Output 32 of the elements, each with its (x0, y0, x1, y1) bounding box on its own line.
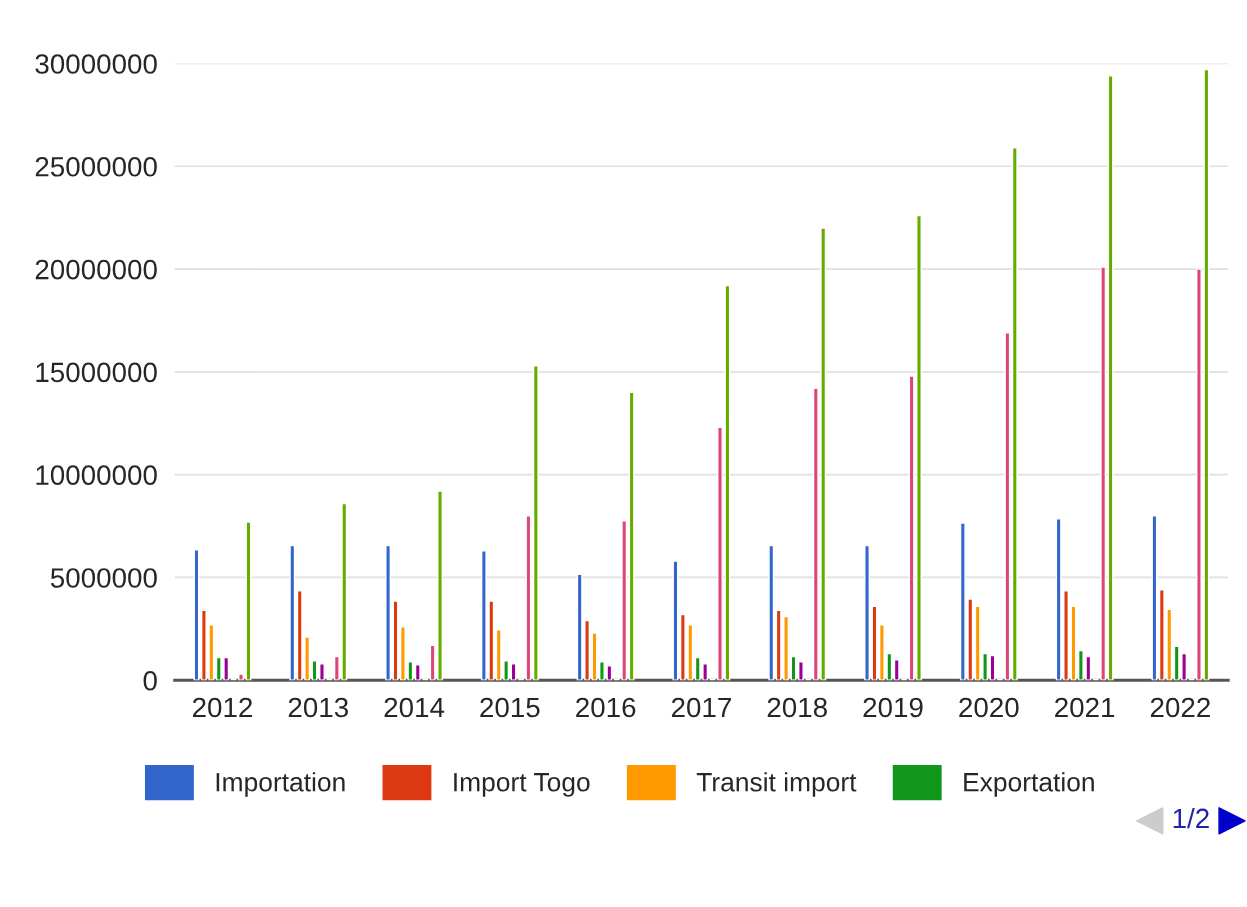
x-tick-label: 2014 (384, 697, 445, 718)
x-tick-label: 2017 (671, 697, 731, 718)
y-tick-label: 30000000 (35, 54, 157, 74)
x-tick-label: 2019 (863, 697, 923, 718)
y-tick-label: 5000000 (50, 568, 157, 588)
bar (532, 365, 539, 681)
text: 1/2 (1173, 807, 1209, 829)
bar (1011, 147, 1018, 681)
legend-label: Transit import (696, 772, 857, 797)
x-tick-label: 2022 (1150, 697, 1210, 718)
bar (768, 544, 775, 681)
x-tick-label: 2018 (767, 697, 827, 718)
bar (864, 544, 870, 681)
y-tick-label: 15000000 (36, 362, 157, 383)
y-tick-label: 10000000 (36, 465, 157, 485)
x-tick-label: 2020 (959, 697, 1019, 718)
bar (385, 544, 391, 681)
legend-label: Importation (216, 772, 345, 797)
bar (289, 544, 296, 681)
bar (628, 391, 635, 681)
x-tick-label: 2015 (480, 697, 540, 718)
x-tick-label: 2012 (192, 697, 252, 718)
y-tick-label: 20000000 (35, 259, 157, 280)
y-tick-label: 25000000 (35, 156, 157, 177)
bar (1151, 515, 1158, 681)
y-tick-label: 0 (143, 670, 157, 691)
x-tick-label: 2021 (1055, 697, 1115, 718)
x-tick-label: 2016 (576, 697, 636, 718)
legend-label: Exportation (964, 772, 1094, 797)
legend-label: Import Togo (454, 773, 590, 797)
x-tick-label: 2013 (288, 697, 348, 718)
bar (1107, 75, 1114, 681)
